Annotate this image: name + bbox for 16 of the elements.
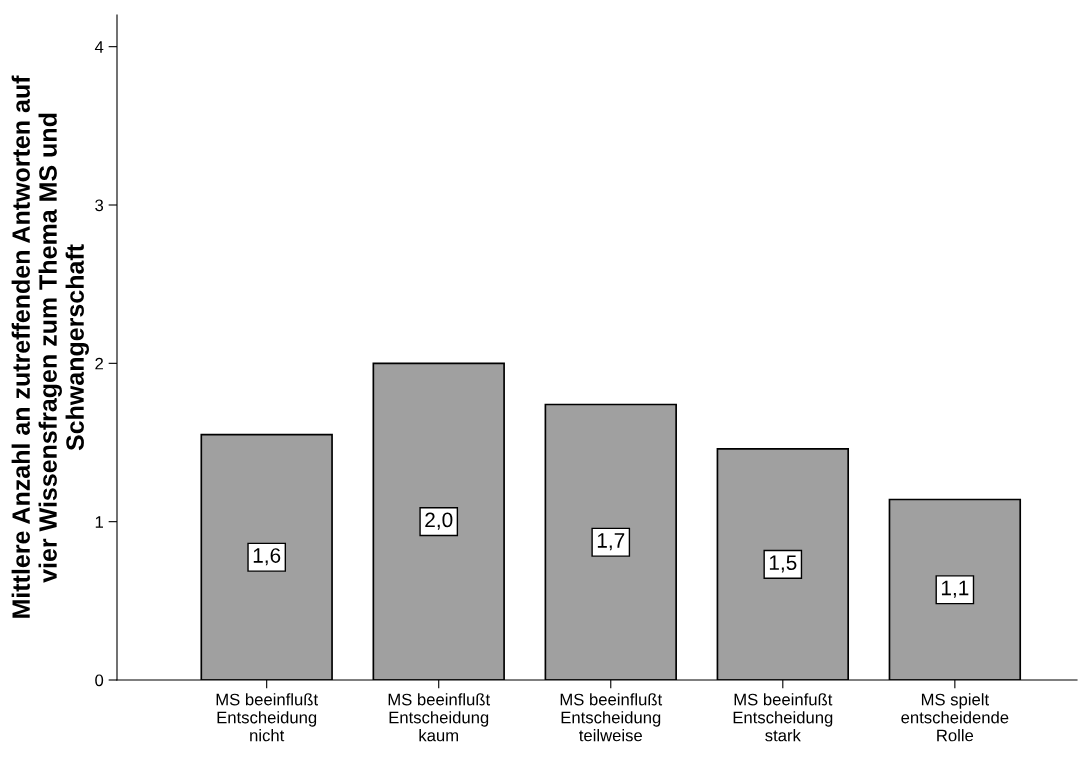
y-tick-label: 2 [95, 357, 103, 370]
x-tick-label: MS beeinflußt Entscheidung kaum [388, 693, 491, 742]
y-axis-title: Mittlere Anzahl an zutreffenden Antworten auf vier Wissensfragen zum Thema MS und Schwangerschaft [11, 75, 89, 618]
x-tick-label: MS beeinflußt Entscheidung teilweise [560, 693, 663, 742]
data-label: 1,1 [941, 580, 969, 598]
data-label: 1,6 [253, 548, 281, 566]
data-label: 1,5 [769, 555, 797, 573]
x-tick-label: MS beeinfußt Entscheidung stark [733, 693, 833, 742]
x-tick-label: MS beeinflußt Entscheidung nicht [216, 693, 318, 742]
y-tick-label: 4 [94, 41, 104, 53]
x-tick-label: MS spielt entscheidende Rolle [901, 693, 1009, 742]
y-tick-label: 3 [95, 199, 104, 212]
y-tick-label: 1 [95, 516, 103, 528]
data-label: 1,7 [597, 533, 625, 551]
data-label: 2,0 [425, 512, 453, 530]
y-tick-label: 0 [95, 674, 104, 687]
